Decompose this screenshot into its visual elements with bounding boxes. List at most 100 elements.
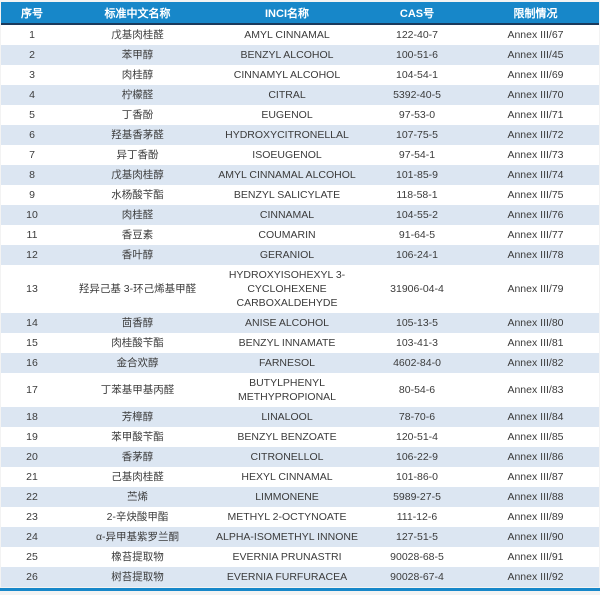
cell-cas-number: 31906-04-4 — [390, 283, 444, 295]
table-row: 4 柠檬醛 CITRAL 5392-40-5 Annex III/70 — [1, 85, 599, 105]
cell-index: 13 — [26, 283, 38, 295]
table-row: 2 苯甲醇 BENZYL ALCOHOL 100-51-6 Annex III/45 — [1, 45, 599, 65]
table-row: 19 苯甲酸苄酯 BENZYL BENZOATE 120-51-4 Annex III/… — [1, 427, 599, 447]
cell-index: 6 — [29, 129, 35, 141]
cell-index: 14 — [26, 317, 38, 329]
cell-cas-number: 5989-27-5 — [393, 491, 441, 503]
cell-cn-name: 异丁香酚 — [116, 149, 159, 161]
cell-restriction: Annex III/77 — [507, 229, 564, 241]
cell-inci-name: BENZYL INNAMATE — [238, 337, 336, 349]
cell-cas-number: 90028-68-5 — [390, 551, 444, 563]
cell-cas-number: 91-64-5 — [398, 229, 436, 241]
cell-restriction: Annex III/85 — [507, 431, 564, 443]
cell-cas-number: 80-54-6 — [398, 384, 436, 396]
cell-inci-name: EUGENOL — [261, 109, 313, 121]
cell-inci-name: LINALOOL — [261, 411, 313, 423]
cell-restriction: Annex III/67 — [507, 29, 564, 41]
cell-restriction: Annex III/82 — [507, 357, 564, 369]
cell-index: 9 — [29, 189, 35, 201]
cell-restriction: Annex III/70 — [507, 89, 564, 101]
cell-inci-name: BENZYL ALCOHOL — [240, 49, 334, 61]
cell-inci-name: HYDROXYCITRONELLAL — [225, 129, 349, 141]
table-row: 13 羟异己基 3-环己烯基甲醛 HYDROXYISOHEXYL 3-CYCLOHE… — [1, 265, 599, 313]
cell-restriction: Annex III/81 — [507, 337, 564, 349]
cell-cas-number: 118-58-1 — [396, 189, 438, 201]
table-bottom-border — [0, 588, 600, 591]
cell-inci-name: EVERNIA FURFURACEA — [226, 571, 348, 583]
table-row: 23 2-辛炔酸甲酯 METHYL 2-OCTYNOATE 111-12-6 Annex… — [1, 507, 599, 527]
cell-restriction: Annex III/79 — [507, 283, 564, 295]
cell-cas-number: 104-54-1 — [395, 69, 439, 81]
cell-inci-name: ALPHA-ISOMETHYL INNONE — [216, 531, 358, 543]
cell-index: 10 — [26, 209, 38, 221]
cell-cas-number: 100-51-6 — [395, 49, 439, 61]
cell-index: 20 — [26, 451, 38, 463]
cell-index: 24 — [26, 531, 38, 543]
cell-inci-name: HYDROXYISOHEXYL 3-CYCLOHEXENE CARBOXALDE… — [228, 269, 346, 309]
cell-inci-name: AMYL CINNAMAL — [244, 29, 330, 41]
cell-inci-name: BUTYLPHENYL METHYPROPIONAL — [237, 377, 337, 403]
cell-cn-name: 丁苯基甲基丙醛 — [100, 384, 175, 396]
cell-index: 21 — [26, 471, 38, 483]
cell-cas-number: 97-53-0 — [398, 109, 436, 121]
cell-cn-name: 香茅醇 — [121, 451, 154, 463]
table-row: 8 戊基肉桂醇 AMYL CINNAMAL ALCOHOL 101-85-9 Annex… — [1, 165, 599, 185]
cell-restriction: Annex III/90 — [507, 531, 564, 543]
table-header: 序号 标准中文名称 INCI名称 CAS号 限制情况 — [1, 2, 599, 25]
column-header-cas-number: CAS号 — [362, 2, 472, 25]
cell-restriction: Annex III/73 — [507, 149, 564, 161]
cell-index: 8 — [29, 169, 35, 181]
cell-cas-number: 101-86-0 — [395, 471, 439, 483]
cell-inci-name: ISOEUGENOL — [252, 149, 322, 161]
cell-cas-number: 104-55-2 — [395, 209, 439, 221]
cell-index: 11 — [26, 229, 38, 241]
table-row: 17 丁苯基甲基丙醛 BUTYLPHENYL METHYPROPIONAL 80-54… — [1, 373, 599, 407]
cell-cn-name: 柠檬醛 — [121, 89, 154, 101]
cell-index: 3 — [29, 69, 35, 81]
cell-inci-name: CITRONELLOL — [250, 451, 324, 463]
cell-index: 5 — [29, 109, 35, 121]
cell-cn-name: 肉桂醛 — [121, 209, 154, 221]
cell-cas-number: 122-40-7 — [395, 29, 439, 41]
table-row: 21 己基肉桂醛 HEXYL CINNAMAL 101-86-0 Annex III/8… — [1, 467, 599, 487]
table-row: 11 香豆素 COUMARIN 91-64-5 Annex III/77 — [1, 225, 599, 245]
cell-cn-name: 茴香醇 — [121, 317, 154, 329]
cell-index: 4 — [29, 89, 35, 101]
cell-cn-name: 树苔提取物 — [111, 571, 164, 583]
cell-cn-name: 肉桂醇 — [121, 69, 154, 81]
table-row: 10 肉桂醛 CINNAMAL 104-55-2 Annex III/76 — [1, 205, 599, 225]
cell-cas-number: 101-85-9 — [395, 169, 439, 181]
table-row: 16 金合欢醇 FARNESOL 4602-84-0 Annex III/82 — [1, 353, 599, 373]
cell-cn-name: 羟异己基 3-环己烯基甲醛 — [78, 283, 197, 295]
cell-cn-name: 芳樟醇 — [121, 411, 154, 423]
cell-inci-name: GERANIOL — [259, 249, 315, 261]
cell-inci-name: COUMARIN — [258, 229, 316, 241]
cell-restriction: Annex III/83 — [507, 384, 564, 396]
cell-index: 15 — [26, 337, 38, 349]
cell-cas-number: 97-54-1 — [398, 149, 436, 161]
table-row: 1 戊基肉桂醛 AMYL CINNAMAL 122-40-7 Annex III/67 — [1, 24, 599, 45]
cell-restriction: Annex III/71 — [507, 109, 564, 121]
cell-cas-number: 106-22-9 — [395, 451, 439, 463]
cell-restriction: Annex III/80 — [507, 317, 564, 329]
header-row: 序号 标准中文名称 INCI名称 CAS号 限制情况 — [1, 2, 599, 25]
cell-cn-name: 苎烯 — [127, 491, 148, 503]
cell-inci-name: CITRAL — [268, 89, 306, 101]
cell-index: 23 — [26, 511, 38, 523]
cell-cas-number: 111-12-6 — [396, 511, 438, 523]
cell-index: 1 — [29, 29, 35, 41]
cell-cn-name: 苯甲醇 — [121, 49, 154, 61]
cell-restriction: Annex III/86 — [507, 451, 564, 463]
table-row: 7 异丁香酚 ISOEUGENOL 97-54-1 Annex III/73 — [1, 145, 599, 165]
cell-cn-name: 己基肉桂醛 — [111, 471, 164, 483]
cell-cn-name: 肉桂酸苄酯 — [111, 337, 164, 349]
cell-index: 26 — [26, 571, 38, 583]
table-row: 25 橡苔提取物 EVERNIA PRUNASTRI 90028-68-5 Annex … — [1, 547, 599, 567]
cell-index: 19 — [26, 431, 38, 443]
table-row: 6 羟基香茅醛 HYDROXYCITRONELLAL 107-75-5 Annex II… — [1, 125, 599, 145]
cell-restriction: Annex III/72 — [507, 129, 564, 141]
table-row: 18 芳樟醇 LINALOOL 78-70-6 Annex III/84 — [1, 407, 599, 427]
cell-restriction: Annex III/76 — [507, 209, 564, 221]
cell-inci-name: HEXYL CINNAMAL — [241, 471, 333, 483]
